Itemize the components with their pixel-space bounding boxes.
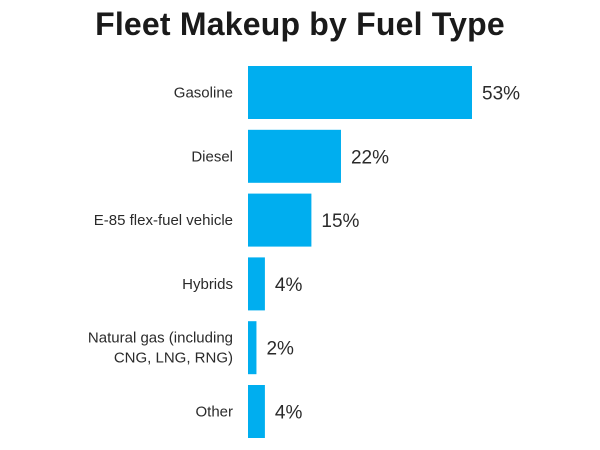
- value-label: 4%: [275, 403, 303, 424]
- value-label: 4%: [275, 275, 303, 296]
- value-label: 53%: [482, 84, 520, 105]
- value-label: 22%: [351, 147, 389, 168]
- bar-0: [248, 66, 472, 119]
- value-label: 15%: [321, 211, 359, 232]
- category-label: E-85 flex-fuel vehicle: [94, 212, 233, 229]
- category-label: Gasoline: [174, 85, 233, 102]
- bar-2: [248, 193, 312, 247]
- value-label: 2%: [266, 339, 294, 360]
- category-label: Hybrids: [182, 276, 233, 293]
- category-label: Other: [195, 404, 233, 421]
- category-label: Diesel: [191, 148, 233, 165]
- bar-1: [248, 129, 341, 183]
- category-label: Natural gas (including CNG, LNG, RNG): [88, 330, 233, 367]
- chart-title: Fleet Makeup by Fuel Type: [95, 6, 505, 42]
- bar-5: [248, 385, 265, 438]
- bar-3: [248, 257, 265, 311]
- bar-4: [248, 321, 257, 375]
